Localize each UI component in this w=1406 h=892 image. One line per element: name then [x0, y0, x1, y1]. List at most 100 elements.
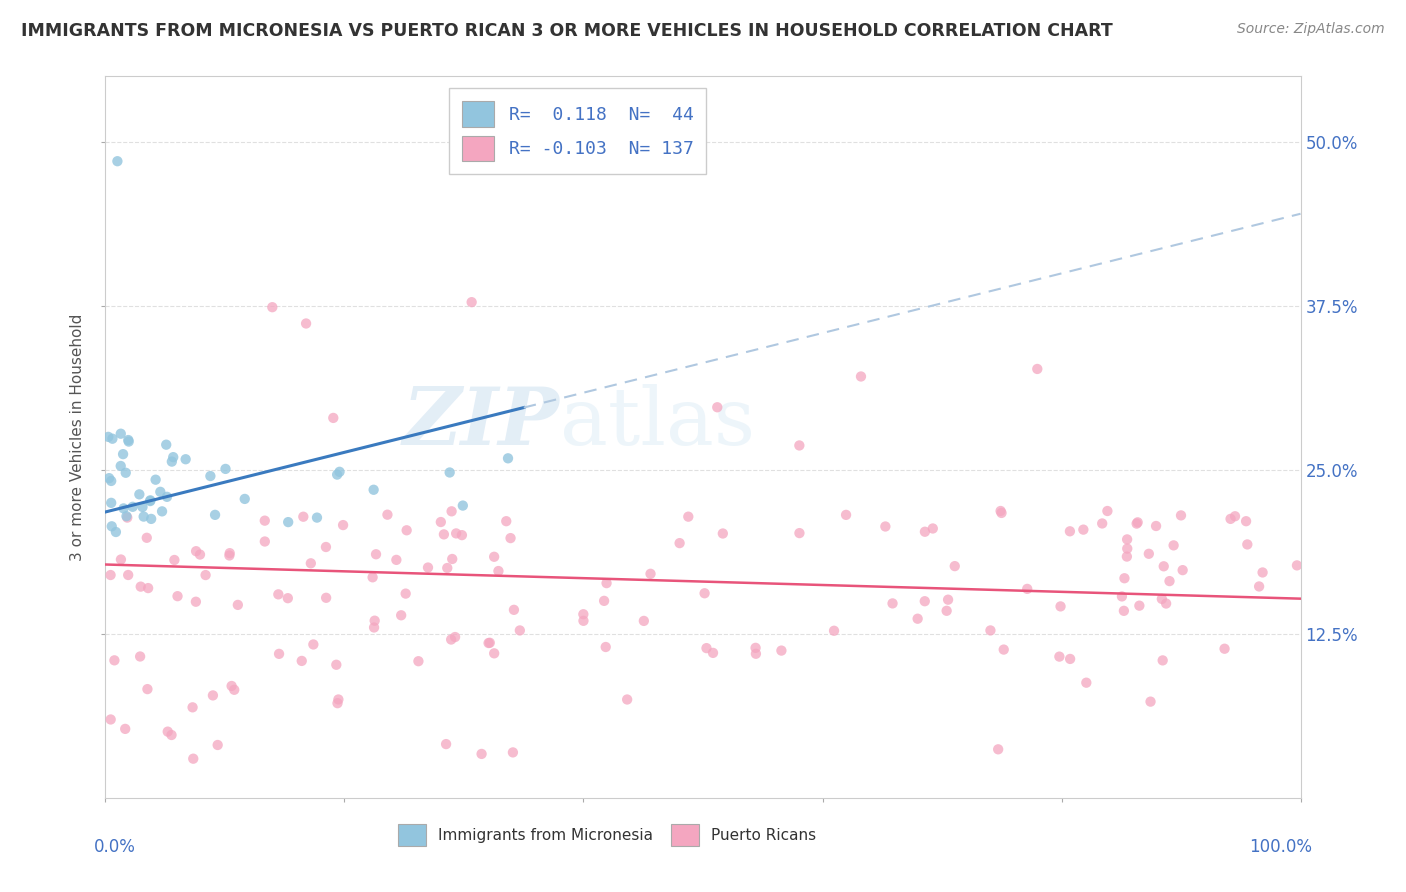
Point	[110, 458, 132, 473]
Point	[277, 591, 299, 606]
Point	[1091, 516, 1114, 531]
Point	[1234, 514, 1257, 528]
Point	[935, 604, 957, 618]
Point	[361, 570, 384, 584]
Text: atlas: atlas	[560, 384, 755, 462]
Point	[572, 607, 595, 622]
Point	[433, 527, 456, 541]
Point	[1073, 523, 1095, 537]
Point	[101, 432, 124, 446]
Point	[332, 518, 354, 533]
Point	[1251, 566, 1274, 580]
Point	[509, 624, 531, 638]
Point	[363, 620, 385, 634]
Point	[430, 515, 453, 529]
Point	[100, 568, 122, 582]
Point	[97, 430, 120, 444]
Point	[503, 603, 526, 617]
Point	[322, 411, 344, 425]
Point	[395, 586, 418, 600]
Point	[444, 630, 467, 644]
Point	[117, 568, 139, 582]
Point	[112, 501, 135, 516]
Point	[744, 640, 766, 655]
Point	[200, 469, 222, 483]
Point	[395, 523, 418, 537]
Point	[181, 700, 204, 714]
Point	[145, 473, 167, 487]
Point	[326, 467, 349, 482]
Point	[328, 465, 350, 479]
Point	[389, 608, 412, 623]
Point	[451, 499, 474, 513]
Point	[267, 587, 290, 601]
Point	[291, 654, 314, 668]
Point	[1126, 516, 1149, 530]
Point	[315, 540, 337, 554]
Point	[408, 654, 430, 668]
Point	[1059, 652, 1081, 666]
Point	[488, 564, 510, 578]
Point	[1150, 591, 1173, 606]
Point	[1097, 504, 1119, 518]
Point	[1137, 547, 1160, 561]
Point	[184, 544, 207, 558]
Point	[221, 679, 243, 693]
Point	[1112, 604, 1135, 618]
Point	[328, 692, 350, 706]
Point	[226, 598, 249, 612]
Point	[678, 509, 700, 524]
Point	[789, 526, 811, 541]
Point	[434, 737, 457, 751]
Point	[112, 447, 135, 461]
Point	[499, 531, 522, 545]
Point	[572, 614, 595, 628]
Point	[914, 524, 936, 539]
Point	[1116, 541, 1139, 556]
Point	[139, 494, 162, 508]
Point	[835, 508, 858, 522]
Point	[218, 549, 240, 563]
Text: ZIP: ZIP	[402, 384, 560, 461]
Point	[107, 154, 129, 169]
Point	[441, 552, 464, 566]
Point	[471, 747, 494, 761]
Point	[156, 490, 179, 504]
Point	[1059, 524, 1081, 539]
Point	[315, 591, 337, 605]
Point	[204, 508, 226, 522]
Point	[267, 647, 290, 661]
Point	[1125, 516, 1147, 531]
Point	[1026, 362, 1049, 376]
Point	[135, 531, 157, 545]
Text: Source: ZipAtlas.com: Source: ZipAtlas.com	[1237, 22, 1385, 37]
Point	[1219, 512, 1241, 526]
Point	[103, 653, 125, 667]
Point	[440, 504, 463, 518]
Point	[921, 521, 943, 535]
Point	[141, 512, 163, 526]
Point	[110, 426, 132, 441]
Point	[139, 493, 162, 508]
Point	[979, 624, 1001, 638]
Point	[616, 692, 638, 706]
Point	[477, 636, 499, 650]
Point	[990, 506, 1012, 520]
Point	[882, 596, 904, 610]
Point	[326, 696, 349, 710]
Point	[823, 624, 845, 638]
Point	[277, 515, 299, 529]
Point	[849, 369, 872, 384]
Point	[364, 547, 387, 561]
Point	[496, 451, 519, 466]
Point	[1159, 574, 1181, 588]
Point	[218, 546, 240, 560]
Point	[440, 632, 463, 647]
Point	[162, 450, 184, 464]
Point	[214, 462, 236, 476]
Point	[155, 438, 177, 452]
Point	[695, 641, 717, 656]
Point	[128, 487, 150, 501]
Text: IMMIGRANTS FROM MICRONESIA VS PUERTO RICAN 3 OR MORE VEHICLES IN HOUSEHOLD CORRE: IMMIGRANTS FROM MICRONESIA VS PUERTO RIC…	[21, 22, 1112, 40]
Point	[1076, 675, 1098, 690]
